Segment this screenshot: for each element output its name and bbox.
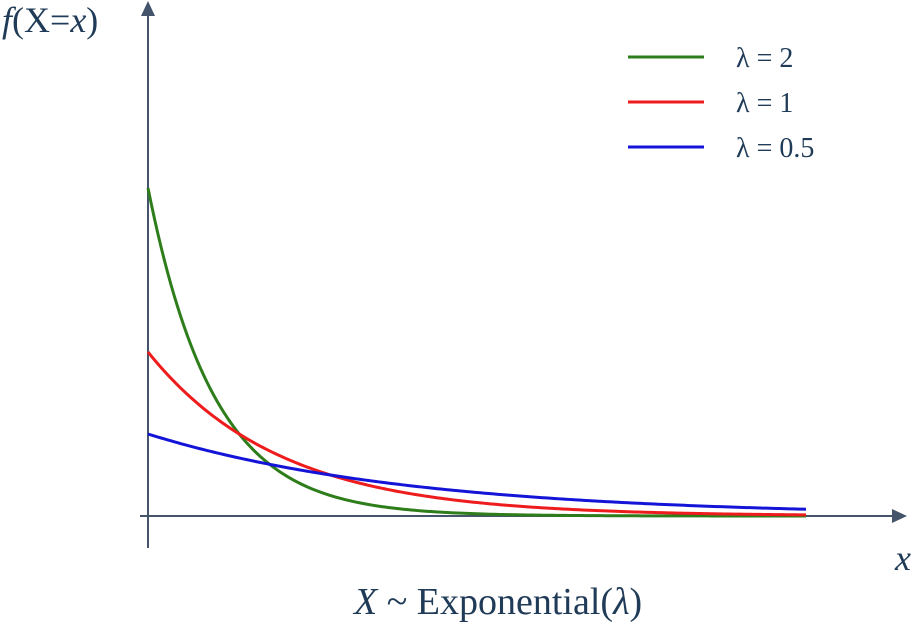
series-line-1 — [146, 351, 807, 517]
x-axis-label: x — [894, 538, 911, 578]
legend: λ = 2 λ = 1 λ = 0.5 — [628, 43, 814, 164]
legend-label-2: λ = 0.5 — [736, 133, 814, 164]
y-axis-label: f(X=x) — [2, 0, 98, 40]
axes — [140, 1, 907, 548]
series-line-0 — [146, 187, 807, 518]
series-group — [146, 187, 807, 518]
y-axis-arrow — [141, 1, 155, 16]
chart-title: X ~ Exponential(λ) — [352, 581, 642, 623]
legend-label-0: λ = 2 — [736, 43, 793, 74]
legend-label-1: λ = 1 — [736, 88, 793, 119]
series-line-2 — [147, 432, 807, 511]
x-axis-arrow — [892, 509, 907, 523]
